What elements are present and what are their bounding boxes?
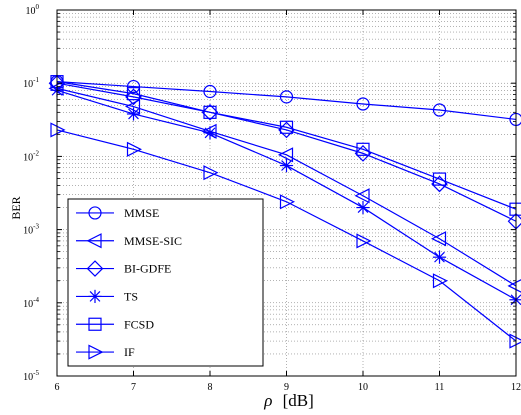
data-point (50, 122, 66, 138)
data-point (356, 97, 370, 111)
data-point (432, 172, 447, 186)
y-tick-label: 100 (26, 3, 40, 17)
y-tick-label: 10-3 (23, 223, 39, 237)
data-point (356, 200, 370, 215)
legend-label: FCSD (124, 317, 154, 331)
data-point (126, 87, 141, 101)
legend-label: BI-GDFE (124, 262, 171, 276)
data-point (203, 165, 219, 181)
y-tick-label: 10-4 (23, 296, 39, 310)
series-line (56, 87, 517, 287)
legend-marker (88, 206, 102, 220)
legend-label: MMSE (124, 206, 159, 220)
legend-marker (86, 260, 104, 277)
data-point (432, 103, 447, 117)
data-point (509, 333, 521, 349)
x-tick-label: 11 (435, 382, 445, 393)
legend-label: IF (124, 345, 135, 359)
x-tick-label: 8 (208, 382, 213, 393)
data-point (356, 142, 370, 156)
legend: MMSE MMSE-SIC BI-GDFE TS FCSD IF (67, 198, 264, 367)
x-tick-label: 9 (284, 382, 289, 393)
data-point (509, 293, 521, 307)
data-point (507, 279, 521, 293)
series-line (56, 82, 517, 222)
data-point (432, 250, 447, 264)
data-point (356, 233, 372, 249)
x-tick-label: 12 (511, 382, 521, 393)
y-tick-label: 10-1 (23, 76, 39, 90)
x-axis-symbol: ρ (263, 391, 272, 410)
series-if (50, 122, 521, 349)
data-point (354, 188, 370, 204)
x-tick-label: 7 (131, 382, 136, 393)
data-point (203, 126, 217, 140)
data-point (430, 231, 447, 247)
legend-marker (88, 317, 102, 331)
data-point (203, 105, 217, 119)
data-point (201, 103, 219, 121)
data-point (278, 121, 295, 139)
data-point (279, 90, 294, 104)
data-point (279, 120, 294, 134)
y-axis-label: BER (9, 196, 23, 219)
legend-marker (86, 233, 102, 249)
series-line (56, 81, 517, 121)
series-line (56, 81, 517, 210)
series-layer (48, 74, 521, 349)
legend-label: TS (124, 289, 138, 303)
data-point (277, 147, 294, 163)
x-axis-unit: [dB] (283, 391, 314, 410)
legend-item: BI-GDFE (76, 260, 171, 277)
legend-item: MMSE (76, 206, 159, 220)
series-line (56, 129, 517, 342)
x-axis-label: ρ [dB] (263, 391, 314, 410)
data-point (126, 107, 141, 121)
data-point (126, 141, 143, 157)
grid (57, 10, 516, 376)
data-point (279, 194, 296, 210)
legend-label: MMSE-SIC (124, 234, 182, 248)
y-tick-label: 10-5 (23, 369, 39, 383)
x-tick-label: 6 (55, 382, 60, 393)
legend-box (67, 198, 264, 367)
data-point (126, 79, 141, 94)
y-tick-label: 10-2 (23, 149, 39, 163)
legend-item: MMSE-SIC (76, 233, 182, 249)
data-point (432, 273, 449, 289)
legend-item: IF (76, 344, 135, 360)
legend-item: TS (76, 289, 138, 303)
data-point (203, 84, 217, 99)
data-point (279, 158, 294, 173)
axes: 6 7 8 9 10 11 12 100 10-1 10-2 10-3 10-4 10-5 (23, 3, 521, 393)
series-ts (50, 83, 521, 307)
x-tick-label: 10 (358, 382, 368, 393)
legend-item: FCSD (76, 317, 154, 331)
legend-marker (88, 344, 104, 360)
legend-marker (88, 289, 102, 304)
